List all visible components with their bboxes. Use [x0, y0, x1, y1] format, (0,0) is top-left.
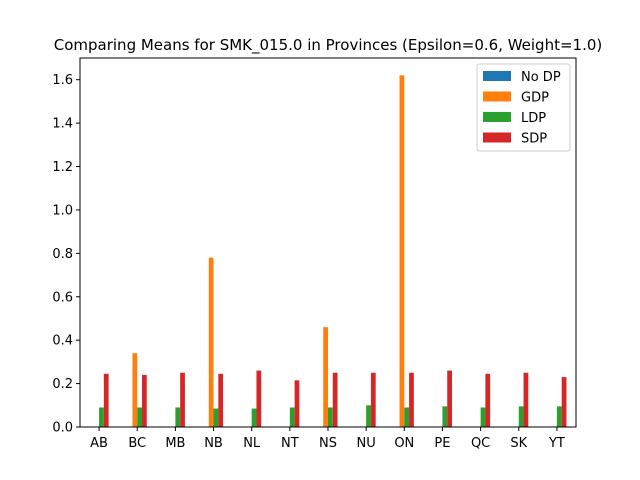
bar-sdp-qc: [485, 373, 491, 427]
legend-label: SDP: [521, 132, 547, 147]
bar-sdp-nl: [256, 370, 262, 427]
bar-ldp-ns: [328, 407, 333, 427]
x-tick-label: BC: [128, 436, 146, 451]
legend-swatch: [483, 112, 511, 122]
y-tick-label: 1.0: [52, 203, 73, 218]
bar-ldp-ab: [99, 407, 104, 427]
y-tick-label: 0.0: [52, 421, 73, 436]
y-tick-label: 1.4: [52, 117, 73, 132]
x-tick-label: NU: [357, 436, 376, 451]
bar-sdp-ns: [332, 372, 338, 427]
bar-ldp-nb: [213, 408, 219, 427]
legend-swatch: [483, 91, 511, 102]
x-tick-label: MB: [165, 436, 185, 451]
bar-sdp-ab: [103, 373, 109, 427]
legend: No DP GDP LDP SDP: [476, 63, 571, 152]
bar-sdp-nb: [218, 373, 224, 427]
bars-layer: [99, 75, 567, 428]
bar-sdp-on: [409, 372, 414, 427]
y-tick-label: 0.2: [52, 377, 73, 392]
x-tick-label: AB: [90, 436, 108, 451]
bar-ldp-mb: [175, 407, 181, 427]
bar-sdp-sk: [523, 372, 529, 427]
bar-sdp-nt: [294, 380, 300, 427]
legend-box: [476, 63, 571, 152]
legend-label: GDP: [521, 91, 549, 106]
bar-ldp-yt: [556, 406, 562, 427]
x-tick-label: PE: [434, 436, 450, 451]
x-tick-label: ON: [394, 436, 414, 451]
chart-title: Comparing Means for SMK_015.0 in Provinc…: [54, 36, 603, 55]
bar-sdp-bc: [142, 374, 147, 427]
bar-sdp-mb: [180, 372, 185, 427]
legend-label: No DP: [521, 70, 561, 85]
y-tick-label: 1.6: [52, 73, 73, 88]
bar-gdp-on: [399, 75, 405, 428]
bar-ldp-bc: [137, 407, 142, 427]
x-tick-label: YT: [548, 436, 565, 451]
y-tick-label: 0.4: [52, 334, 73, 349]
bar-gdp-ns: [323, 327, 328, 427]
bar-ldp-qc: [480, 407, 486, 427]
axes-layer: 0.0 0.2 0.4 0.6 0.8 1.0 1.2 1.4 1.6 AB BC MB NB NL NT N…: [52, 57, 577, 451]
x-tick-label: NT: [281, 436, 299, 451]
bar-sdp-nu: [370, 372, 376, 427]
bar-ldp-pe: [442, 406, 448, 427]
bar-ldp-nl: [251, 408, 257, 427]
x-tick-label: NB: [204, 436, 223, 451]
y-tick-label: 0.8: [52, 247, 73, 262]
bar-ldp-on: [404, 407, 410, 427]
bar-ldp-nt: [289, 407, 295, 427]
bar-sdp-yt: [561, 377, 567, 427]
x-tick-label: NS: [319, 436, 337, 451]
legend-label: LDP: [521, 111, 546, 126]
bar-ldp-nu: [366, 405, 371, 427]
x-tick-label: NL: [243, 436, 261, 451]
bar-gdp-nb: [208, 257, 214, 427]
bar-gdp-bc: [132, 353, 138, 427]
legend-swatch: [483, 71, 511, 81]
bar-ldp-sk: [518, 406, 524, 427]
legend-swatch: [483, 132, 511, 143]
x-tick-label: SK: [510, 436, 527, 451]
x-tick-label: QC: [471, 436, 490, 451]
bar-sdp-pe: [447, 370, 452, 427]
y-tick-label: 0.6: [52, 290, 73, 305]
y-tick-label: 1.2: [52, 160, 73, 175]
